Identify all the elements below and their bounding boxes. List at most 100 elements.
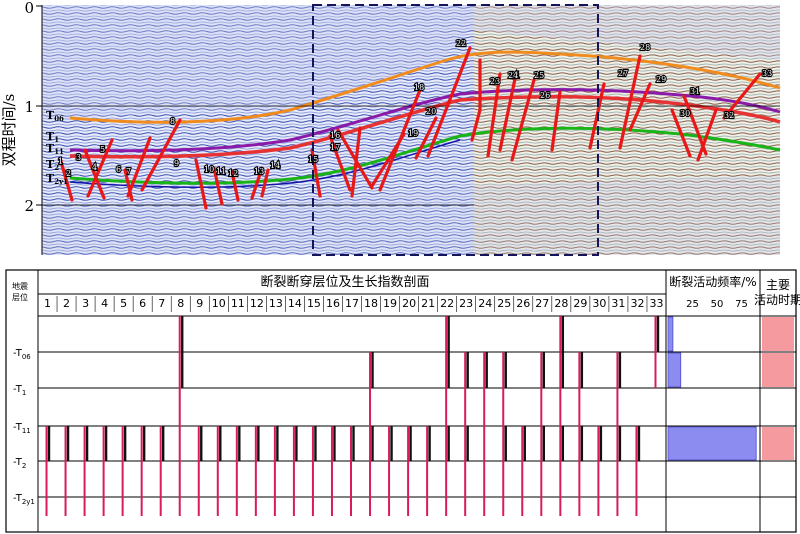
y-tick-label: 0 [24, 0, 34, 17]
fault-trace [426, 46, 472, 158]
fault-trace [628, 82, 652, 132]
fault-trace [414, 116, 438, 160]
fault-number-label: 24 [508, 71, 518, 80]
fault-number: 4 [101, 297, 108, 310]
fault-number: 12 [250, 297, 264, 310]
fault-number-label: 32 [724, 111, 734, 120]
fault-number-label: 18 [414, 83, 424, 92]
fault-number: 33 [649, 297, 663, 310]
fault-number: 13 [269, 297, 283, 310]
fault-number-label: 10 [204, 165, 214, 174]
fault-trace [194, 158, 208, 210]
active-period-fill [762, 353, 794, 387]
fault-number-label: 13 [254, 167, 264, 176]
fault-trace [550, 90, 562, 152]
layer-label: -T06 [13, 348, 31, 361]
fault-number: 30 [592, 297, 606, 310]
freq-header: 断裂活动频率/% [669, 274, 756, 289]
fault-number: 28 [554, 297, 568, 310]
fault-trace [722, 72, 762, 120]
horizon-T11-line [69, 88, 781, 153]
freq-tick-label: 50 [711, 299, 724, 310]
fault-trace [212, 166, 224, 206]
fault-number: 22 [440, 297, 454, 310]
fault-trace [126, 136, 152, 198]
y-tick-label: 2 [24, 197, 34, 215]
freq-axis-ticks: 25 50 75 [686, 299, 748, 310]
fault-number-row: 1 2 3 4 5 6 7 8 9 10 11 12 13 14 15 16 17 18 19 20 21 22 23 24 2… [44, 296, 663, 312]
fault-trace [696, 108, 718, 162]
period-header-line2: 活动时期 [754, 293, 800, 307]
fault-number: 23 [459, 297, 473, 310]
fault-number: 6 [139, 297, 146, 310]
layer-label: -T2y1 [13, 493, 35, 506]
horizon-T06-line [69, 50, 781, 124]
fault-number: 15 [307, 297, 321, 310]
fault-traces [58, 46, 762, 210]
layer-labels: -T06 -T1 -T11 -T2 -T2y1 [13, 348, 35, 506]
fault-number-label: 7 [126, 167, 131, 176]
fault-number-label: 1 [58, 157, 63, 166]
fault-number: 3 [82, 297, 89, 310]
fault-trace [378, 88, 422, 192]
fault-number-label: 26 [540, 91, 550, 100]
fault-number: 2 [63, 297, 70, 310]
fault-number: 26 [516, 297, 530, 310]
fault-number-label: 33 [762, 69, 772, 78]
horizon-T2-blue-line [69, 139, 461, 189]
fault-number: 31 [611, 297, 625, 310]
fault-number: 17 [345, 297, 359, 310]
fault-number-label: 15 [308, 155, 318, 164]
fault-trace [486, 72, 502, 158]
fault-number: 18 [364, 297, 378, 310]
fault-trace [350, 126, 362, 198]
fault-number-label: 27 [618, 69, 628, 78]
fault-trace [140, 118, 182, 192]
seismic-bottom-band [42, 175, 780, 255]
fault-number: 8 [177, 297, 184, 310]
fault-trace [618, 54, 642, 150]
active-period-fill [762, 317, 794, 351]
freq-bar [667, 426, 757, 461]
frequency-bars [667, 316, 757, 461]
fault-number-label: 25 [534, 71, 544, 80]
fault-number-label: 3 [76, 153, 81, 162]
fault-number-label: 28 [640, 43, 650, 52]
fault-number-label: 11 [216, 167, 226, 176]
fault-number: 7 [158, 297, 165, 310]
freq-tick-label: 25 [686, 299, 699, 310]
fault-number-label: 9 [174, 159, 179, 168]
main-activity-fills [762, 317, 794, 460]
fault-number-label: 4 [92, 163, 97, 172]
freq-bar [667, 352, 682, 388]
fault-number-label: 16 [330, 131, 340, 140]
active-period-fill [762, 427, 794, 460]
fault-trace [58, 156, 74, 202]
fault-number: 21 [421, 297, 435, 310]
seismic-panel-blue [42, 5, 474, 255]
fault-number-label: 31 [690, 87, 700, 96]
fault-trace [510, 78, 536, 162]
fault-number-label: 22 [456, 39, 466, 48]
fault-number-label: 17 [330, 143, 340, 152]
fault-trace [83, 148, 106, 200]
fault-number: 24 [478, 297, 492, 310]
column-header-layers-line2: 层位 [12, 292, 28, 302]
seismic-top-mask [42, 5, 780, 120]
fault-number: 9 [196, 297, 203, 310]
fault-number-label: 14 [270, 161, 280, 170]
table-frame [5, 269, 797, 533]
fault-number: 5 [120, 297, 127, 310]
fault-trace [250, 166, 264, 200]
fault-number: 19 [383, 297, 397, 310]
fault-trace [498, 72, 518, 152]
fault-number: 25 [497, 297, 511, 310]
fault-number: 1 [44, 297, 51, 310]
fault-number: 10 [212, 297, 226, 310]
freq-tick-label: 75 [735, 299, 748, 310]
fault-trace [328, 134, 352, 192]
fault-trace [86, 138, 114, 198]
